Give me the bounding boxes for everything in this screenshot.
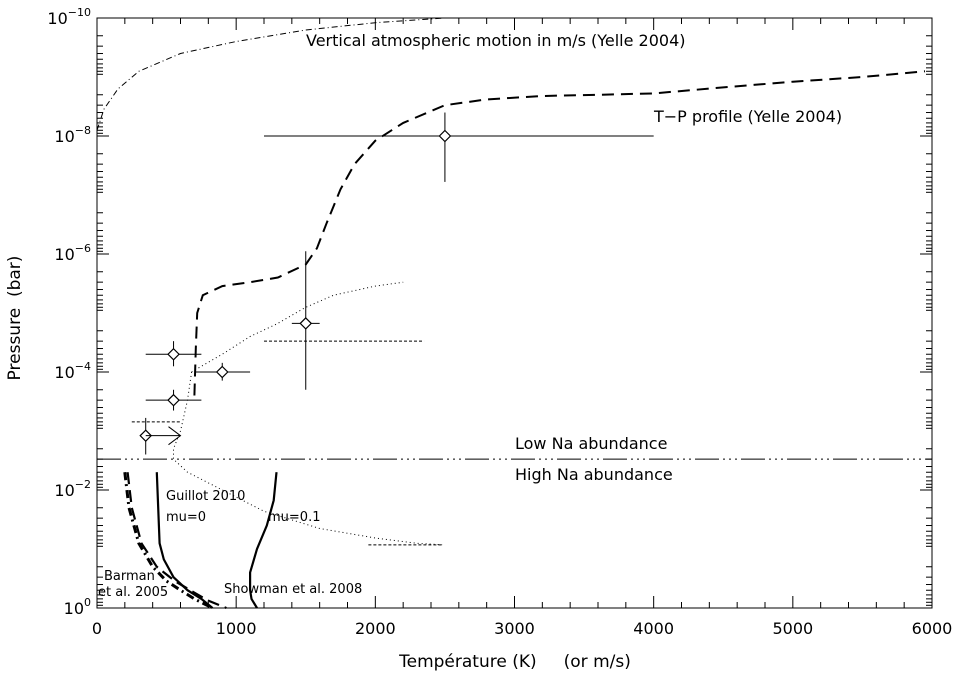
data-point-diamond bbox=[215, 365, 229, 379]
y-tick-label: 10−4 bbox=[54, 360, 91, 382]
high-na-label: High Na abundance bbox=[515, 465, 673, 484]
y-tick-label: 10−2 bbox=[54, 478, 91, 500]
y-axis-label: Pressure (bar) bbox=[5, 256, 25, 381]
y-tick-exponent: −4 bbox=[75, 360, 91, 373]
data-point-diamond bbox=[167, 347, 180, 361]
y-tick-base: 10 bbox=[54, 363, 74, 382]
series-line-dotted-upper bbox=[191, 281, 404, 373]
data-point-diamond bbox=[167, 393, 180, 407]
y-tick-base: 10 bbox=[47, 9, 67, 28]
x-tick-label: 0 bbox=[92, 619, 102, 638]
y-tick-label: 10−10 bbox=[47, 6, 91, 28]
barman-label-2: et al. 2005 bbox=[98, 585, 168, 600]
series-line-barman bbox=[123, 472, 214, 610]
y-tick-exponent: −6 bbox=[75, 242, 91, 255]
series-line-dotted-profile bbox=[173, 371, 443, 546]
x-tick-label: 1000 bbox=[216, 619, 257, 638]
y-tick-base: 10 bbox=[64, 599, 84, 618]
y-tick-base: 10 bbox=[54, 127, 74, 146]
series-line-showman bbox=[126, 472, 227, 610]
guillot-label: Guillot 2010 bbox=[166, 489, 245, 504]
y-tick-exponent: −2 bbox=[75, 478, 91, 491]
series-line-tp-profile bbox=[193, 70, 926, 396]
x-tick-label: 5000 bbox=[772, 619, 813, 638]
y-tick-base: 10 bbox=[54, 245, 74, 264]
mu0-label: mu=0 bbox=[166, 510, 206, 525]
x-tick-label: 6000 bbox=[912, 619, 953, 638]
x-axis-label: Température (K) (or m/s) bbox=[398, 652, 631, 672]
series-line-guillot-mu01 bbox=[249, 472, 278, 609]
y-tick-exponent: −8 bbox=[75, 124, 91, 137]
y-tick-label: 10−8 bbox=[54, 124, 91, 146]
showman-label: Showman et al. 2008 bbox=[224, 582, 362, 597]
x-tick-label: 2000 bbox=[355, 619, 396, 638]
series-line-vertical-motion bbox=[96, 17, 445, 131]
y-tick-label: 10−6 bbox=[54, 242, 91, 264]
arrow-head bbox=[168, 426, 182, 446]
series-line-guillot-mu0 bbox=[155, 472, 214, 609]
low-na-label: Low Na abundance bbox=[515, 434, 667, 453]
data-point-diamond bbox=[299, 317, 313, 330]
mu01-label: mu=0.1 bbox=[268, 510, 320, 525]
tp-profile-label: T−P profile (Yelle 2004) bbox=[653, 107, 842, 126]
x-tick-label: 3000 bbox=[494, 619, 535, 638]
y-tick-exponent: −10 bbox=[68, 6, 91, 19]
y-tick-label: 100 bbox=[64, 596, 91, 618]
vertical-motion-label: Vertical atmospheric motion in m/s (Yell… bbox=[306, 31, 686, 50]
data-point-diamond bbox=[438, 129, 452, 143]
y-tick-base: 10 bbox=[54, 481, 74, 500]
barman-label-1: Barman bbox=[104, 569, 155, 584]
x-tick-label: 4000 bbox=[633, 619, 674, 638]
y-tick-exponent: 0 bbox=[84, 596, 91, 609]
